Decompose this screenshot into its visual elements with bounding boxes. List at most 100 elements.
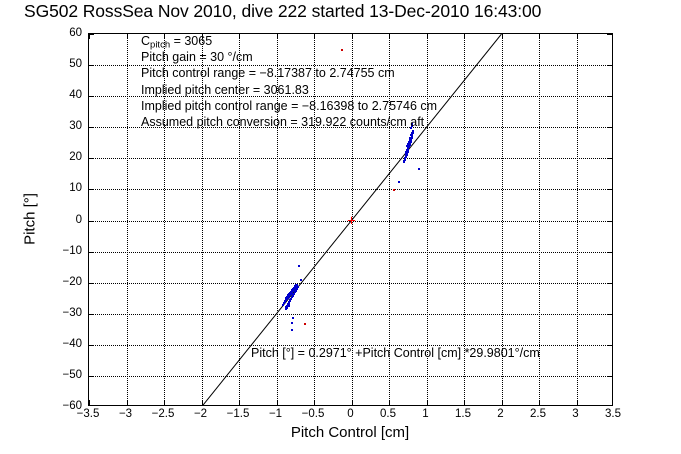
data-point [410,125,413,127]
data-point [295,283,298,286]
data-point [281,304,284,307]
data-point [287,301,290,304]
data-point-outlier [298,265,300,268]
c-pitch-subscript: pitch [150,39,171,51]
data-point [283,302,285,305]
data-point-outlier [299,279,302,282]
x-tick [239,400,240,405]
y-tick [89,251,94,253]
data-point [286,305,289,308]
fit-equation-label: Pitch [°] = 0.2971° +Pitch Control [cm] … [251,346,540,360]
y-tick [607,220,612,222]
x-tick [426,400,428,405]
x-tick-label: −3.5 [76,408,100,420]
x-tick [314,34,315,39]
y-gridline [89,158,612,160]
x-tick [239,34,240,39]
x-tick-label: 3 [572,408,579,420]
data-point [407,143,410,146]
data-point-outlier [393,189,396,192]
x-tick-label: −1 [268,408,283,420]
x-tick-label: −0.5 [301,408,325,420]
x-tick [276,34,278,39]
y-tick-label: −50 [62,368,82,381]
y-tick [607,344,612,346]
annotation-pitch-gain: Pitch gain = 30 °/cm [141,50,253,65]
y-tick [89,282,94,284]
data-point [411,122,414,125]
x-tick [539,400,540,405]
data-point-outlier [397,180,400,183]
x-tick [276,400,278,405]
x-tick [351,400,353,405]
data-point [406,145,409,148]
data-point [405,152,408,155]
data-point [296,284,299,287]
data-point [296,286,299,289]
data-point [293,292,296,295]
data-point [409,141,412,144]
x-axis-title: Pitch Control [cm] [290,424,410,441]
x-gridline [201,34,203,405]
data-point [411,133,414,136]
x-tick-label: −1.5 [226,408,250,420]
y-tick-label: −40 [62,337,82,350]
data-point [292,317,294,320]
fit-line [202,34,502,405]
data-point [290,296,293,299]
x-tick [126,400,128,405]
x-gridline [239,34,240,405]
x-tick-label: 1 [422,408,429,420]
x-gridline [164,34,165,405]
y-tick-label: 60 [69,27,82,39]
x-gridline [314,34,315,405]
x-tick [501,400,503,405]
y-tick [607,127,612,129]
x-tick [464,400,465,405]
y-tick [607,96,612,98]
data-point [405,153,408,156]
x-tick [576,400,578,405]
data-point [409,136,412,139]
data-point-outlier [340,48,343,51]
data-point [408,146,411,149]
x-tick [89,34,90,39]
x-gridline [126,34,128,405]
x-tick-label: −2 [193,408,208,420]
annotation-implied-pitch-center: Implied pitch center = 3061.83 [141,82,309,97]
x-tick-label: −2.5 [151,408,175,420]
data-point [407,148,410,151]
x-tick [389,400,390,405]
x-tick [501,34,503,39]
data-point [404,154,407,157]
origin-marker: + [347,212,356,229]
x-tick-label: −3 [118,408,133,420]
data-point [289,298,292,301]
x-gridline [426,34,428,405]
y-axis-title: Pitch [°] [21,193,39,245]
data-point [404,158,407,161]
x-tick-label: 3.5 [605,408,621,420]
y-tick [89,127,94,129]
data-point [293,288,296,291]
annotation-assumed-pitch-conversion: Assumed pitch conversion = 319.922 count… [141,114,425,129]
y-tick-label: −10 [62,244,82,257]
data-point [286,298,288,301]
y-gridline [89,282,612,284]
y-tick [607,34,612,35]
y-tick [607,251,612,253]
y-tick-label: −30 [62,306,82,319]
y-tick-label: 50 [69,58,82,71]
y-gridline [89,127,612,129]
data-point [290,328,293,331]
y-tick [607,189,612,191]
data-point [291,295,294,298]
y-tick [607,65,612,67]
y-tick-label: 10 [69,182,82,195]
x-gridline [464,34,465,405]
data-point [411,136,414,139]
annotation-c-pitch: Cpitch = 3065 [141,33,437,51]
plot-area: + [89,34,612,405]
x-tick [576,34,578,39]
